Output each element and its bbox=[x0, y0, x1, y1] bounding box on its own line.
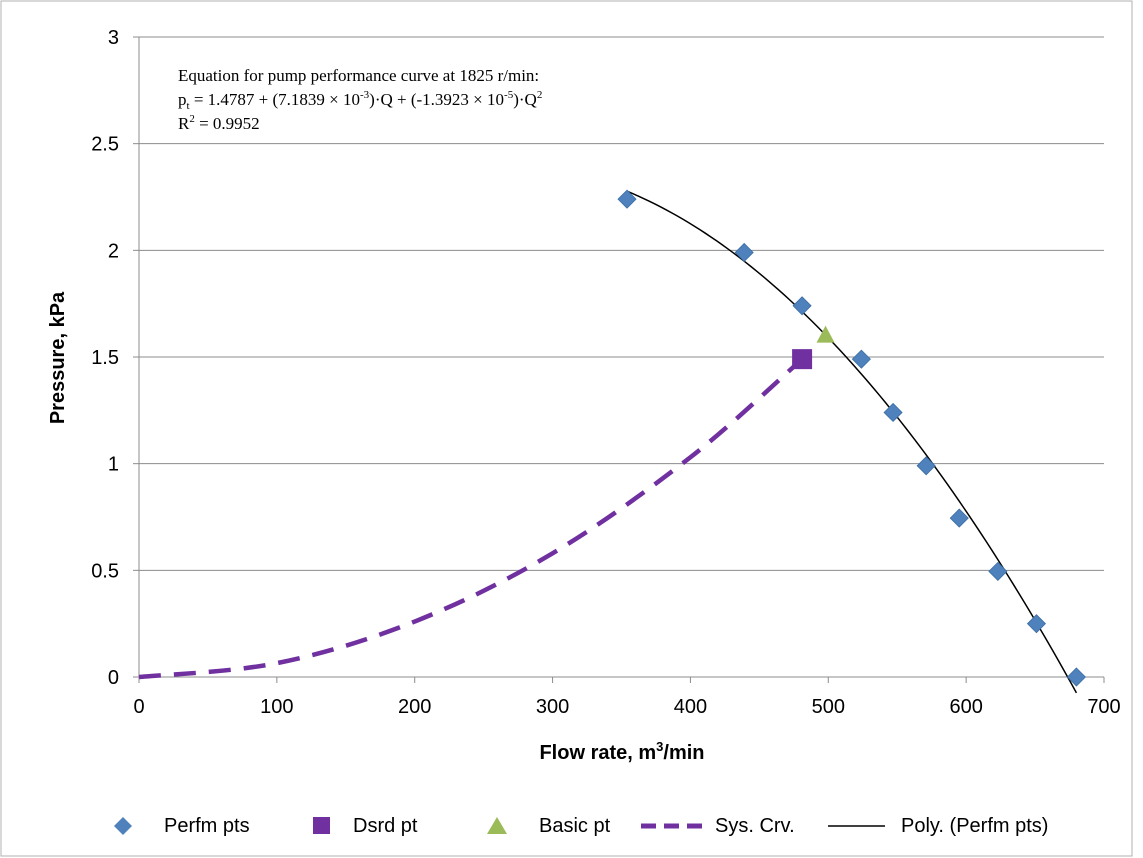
y-tick-label: 0.5 bbox=[91, 560, 119, 582]
perfm-pt-marker bbox=[883, 402, 903, 423]
x-tick-label: 0 bbox=[133, 696, 144, 718]
equation-line-3: R2 = 0.9952 bbox=[178, 113, 260, 133]
y-tick-labels: 0 0.5 1 1.5 2 2.5 3 bbox=[91, 27, 119, 689]
legend-diamond-marker bbox=[114, 817, 132, 835]
series-sys-crv bbox=[138, 357, 804, 680]
equation-line-2: pt = 1.4787 + (7.1839 × 10-3)·Q + (-1.39… bbox=[178, 89, 542, 112]
legend-label-poly: Poly. (Perfm pts) bbox=[901, 815, 1048, 837]
legend-triangle-marker bbox=[487, 817, 507, 834]
equation-line-1: Equation for pump performance curve at 1… bbox=[178, 66, 539, 85]
legend-item-dsrd-pt: Dsrd pt bbox=[313, 815, 418, 837]
x-tick-labels: 0 100 200 300 400 500 600 700 bbox=[133, 696, 1120, 718]
series-perfm-pts bbox=[617, 189, 1086, 687]
perfm-pt-marker bbox=[988, 561, 1008, 581]
perfm-pt-marker bbox=[617, 189, 637, 209]
legend-label-basic-pt: Basic pt bbox=[539, 815, 611, 837]
dsrd-pt-marker bbox=[792, 349, 813, 370]
perfm-pt-marker bbox=[916, 456, 936, 476]
x-tick-label: 300 bbox=[536, 696, 569, 718]
legend-label-perfm-pts: Perfm pts bbox=[164, 815, 250, 837]
y-tick-label: 2.5 bbox=[91, 134, 119, 156]
series-dsrd-pt bbox=[792, 349, 813, 370]
legend-item-basic-pt: Basic pt bbox=[487, 815, 611, 837]
legend-label-dsrd-pt: Dsrd pt bbox=[353, 815, 418, 837]
x-tick-label: 100 bbox=[260, 696, 293, 718]
y-axis-title: Pressure, kPa bbox=[47, 291, 69, 424]
x-tick-label: 500 bbox=[812, 696, 845, 718]
x-tick-label: 600 bbox=[949, 696, 982, 718]
legend-item-perfm-pts: Perfm pts bbox=[114, 815, 250, 837]
perfm-pt-marker bbox=[851, 349, 871, 369]
perfm-pt-marker bbox=[734, 242, 754, 263]
poly-trendline bbox=[626, 190, 1078, 694]
y-tick-label: 3 bbox=[108, 27, 119, 49]
series-poly-trendline bbox=[626, 190, 1078, 694]
legend: Perfm pts Dsrd pt Basic pt Sys. Crv. Pol… bbox=[114, 815, 1048, 837]
x-tick-label: 400 bbox=[674, 696, 707, 718]
perfm-pt-marker bbox=[1066, 667, 1086, 687]
equation-annotation: Equation for pump performance curve at 1… bbox=[178, 66, 542, 133]
basic-pt-marker bbox=[816, 325, 835, 343]
perfm-pt-marker bbox=[1026, 614, 1047, 634]
legend-item-poly: Poly. (Perfm pts) bbox=[828, 815, 1048, 837]
perfm-pt-marker bbox=[792, 296, 812, 316]
axes bbox=[138, 37, 1105, 683]
sys-crv-line bbox=[138, 357, 804, 680]
x-tick-label: 200 bbox=[398, 696, 431, 718]
series-basic-pt bbox=[816, 325, 835, 343]
legend-item-sys-crv: Sys. Crv. bbox=[641, 815, 795, 837]
legend-label-sys-crv: Sys. Crv. bbox=[715, 815, 795, 837]
grid-lines bbox=[133, 36, 1104, 678]
x-axis-title: Flow rate, m3/min bbox=[539, 739, 704, 764]
perfm-pt-marker bbox=[949, 508, 969, 528]
y-tick-label: 1.5 bbox=[91, 347, 119, 369]
legend-square-marker bbox=[313, 817, 330, 834]
y-tick-label: 0 bbox=[108, 667, 119, 689]
y-tick-label: 1 bbox=[108, 454, 119, 476]
y-tick-label: 2 bbox=[108, 240, 119, 262]
x-tick-label: 700 bbox=[1087, 696, 1120, 718]
